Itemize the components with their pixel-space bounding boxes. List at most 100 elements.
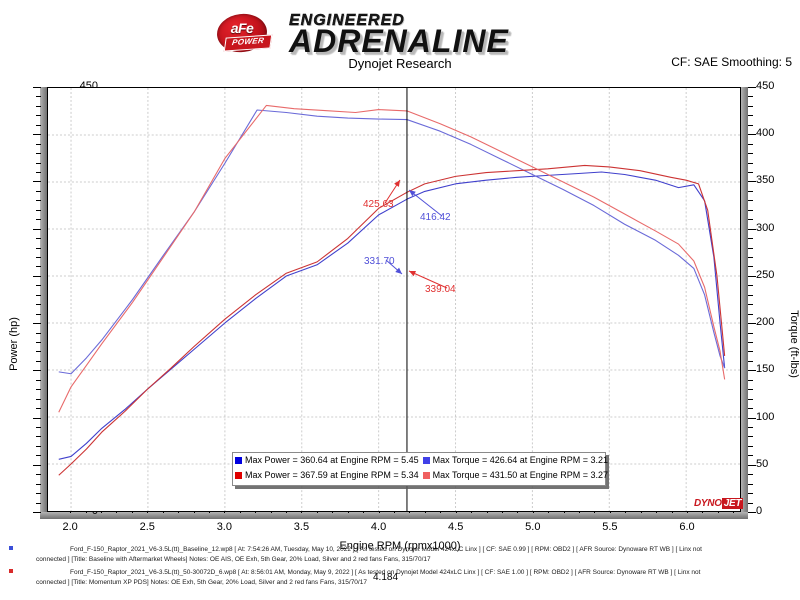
series-2: [58, 164, 726, 476]
series-3: [58, 104, 726, 413]
afe-brand-block: aFe POWER ENGINEERED ADRENALINE: [213, 10, 593, 58]
chart-container: Power (hp) Torque (ft-lbs) 0 50 100 150 200 2…: [0, 80, 800, 583]
plot-area[interactable]: [47, 87, 741, 512]
x-tick-4: 4.0: [370, 521, 387, 533]
run-info-line-2: connected ] [Title: Baseline with Afterm…: [36, 555, 431, 563]
tick-mark: [33, 134, 41, 136]
tick-mark: [36, 162, 41, 164]
tick-mark: [748, 134, 756, 136]
tick-mark: [36, 483, 41, 485]
x-tick-2.5: 2.5: [139, 521, 155, 533]
tick-mark: [36, 96, 41, 98]
y-axis-left-rail: [40, 87, 47, 512]
tick-mark: [748, 219, 753, 221]
tick-mark: [748, 96, 753, 98]
cf-smoothing-label: CF: SAE Smoothing: 5: [671, 55, 792, 69]
tick-mark: [36, 436, 41, 438]
tick-mark: [36, 313, 41, 315]
tick-mark: [748, 257, 753, 258]
tick-mark: [36, 360, 41, 362]
tick-mark: [33, 370, 41, 372]
tick-mark: [36, 266, 41, 268]
run-info-entry-momentum: Ford_F-150_Raptor_2021_V6-3.5L(tt)_50-30…: [0, 568, 800, 587]
tick-mark: [748, 445, 753, 447]
tick-mark: [748, 474, 753, 476]
tick-mark: [36, 219, 41, 221]
tick-mark: [33, 275, 41, 277]
tick-mark: [748, 285, 753, 287]
tick-mark: [36, 143, 41, 145]
y-axis-right-label: Torque (ft-lbs): [788, 310, 800, 378]
tick-mark: [748, 209, 753, 211]
tick-mark: [748, 464, 756, 466]
tick-mark: [36, 172, 41, 173]
tick-mark: [748, 455, 753, 457]
x-tick-5.5: 5.5: [602, 521, 618, 533]
y-tick-right-100: 100: [756, 410, 775, 423]
brand-engineered: ENGINEERED: [289, 12, 405, 29]
y-tick-right-450: 450: [756, 80, 775, 92]
tick-mark: [748, 379, 753, 381]
annotation-331.70: 331.70: [364, 256, 395, 267]
tick-mark: [748, 313, 753, 315]
series-1: [58, 109, 726, 375]
tick-mark: [748, 493, 753, 495]
tick-mark: [748, 436, 753, 438]
tick-mark: [36, 115, 41, 117]
y-tick-right-150: 150: [756, 363, 775, 376]
tick-mark: [748, 398, 753, 400]
y-tick-right-300: 300: [756, 221, 775, 234]
x-tick-4.5: 4.5: [448, 521, 464, 533]
tick-mark: [36, 285, 41, 287]
tick-mark: [36, 351, 41, 353]
tick-mark: [748, 162, 753, 164]
y-axis-right-rail: [741, 87, 748, 512]
tick-mark: [36, 379, 41, 381]
tick-mark: [748, 105, 753, 107]
legend-text-2: Max Torque = 426.64 at Engine RPM = 3.21: [432, 455, 609, 465]
tick-mark: [748, 153, 753, 155]
tick-mark: [748, 351, 753, 353]
tick-mark: [36, 153, 41, 155]
tick-mark: [36, 124, 41, 126]
chart-legend: Max Power = 360.64 at Engine RPM = 5.45 …: [232, 452, 609, 486]
tick-mark: [748, 266, 753, 268]
annotation-339.04: 339.04: [425, 284, 456, 295]
y-axis-left-label: Power (hp): [8, 317, 20, 371]
brand-adrenaline: ADRENALINE: [289, 23, 509, 59]
tick-mark: [36, 200, 41, 202]
x-tick-5: 5.0: [525, 521, 541, 533]
data-curves: [58, 88, 726, 511]
tick-mark: [36, 238, 41, 240]
annotation-4.184: 4.184: [373, 572, 399, 583]
tick-mark: [36, 209, 41, 211]
tick-mark: [36, 389, 41, 391]
tick-mark: [748, 172, 753, 173]
annotation-425.63: 425.63: [363, 199, 394, 210]
tick-mark: [36, 427, 41, 428]
chart-subtitle: Dynojet Research: [348, 56, 452, 71]
tick-mark: [748, 247, 753, 249]
tick-mark: [36, 247, 41, 249]
dynojet-watermark-logo: DYNO JET: [694, 497, 748, 511]
tick-mark: [748, 115, 753, 117]
x-tick-3.5: 3.5: [293, 521, 310, 533]
tick-mark: [36, 342, 41, 343]
afe-power-logo-icon: aFe POWER: [213, 11, 273, 55]
tick-mark: [36, 445, 41, 447]
run-info-line-1: Ford_F-150_Raptor_2021_V6-3.5L(tt)_50-30…: [70, 569, 701, 576]
run-info-footer: Ford_F-150_Raptor_2021_V6-3.5L(tt)_Basel…: [0, 545, 800, 600]
tick-mark: [33, 228, 41, 230]
legend-swatch-red: [235, 472, 242, 480]
tick-mark: [748, 370, 756, 372]
tick-mark: [748, 342, 753, 343]
tick-mark: [33, 181, 41, 183]
run-info-line-1: Ford_F-150_Raptor_2021_V6-3.5L(tt)_Basel…: [70, 546, 702, 553]
tick-mark: [748, 502, 753, 504]
tick-mark: [36, 474, 41, 476]
y-tick-right-0: 0: [756, 505, 763, 517]
afe-logo-text: aFe: [230, 20, 254, 36]
run-info-line-2: connected ] [Title: Momentum XP PDS] Not…: [36, 578, 367, 586]
tick-mark: [748, 417, 756, 419]
y-tick-right-400: 400: [756, 127, 775, 140]
